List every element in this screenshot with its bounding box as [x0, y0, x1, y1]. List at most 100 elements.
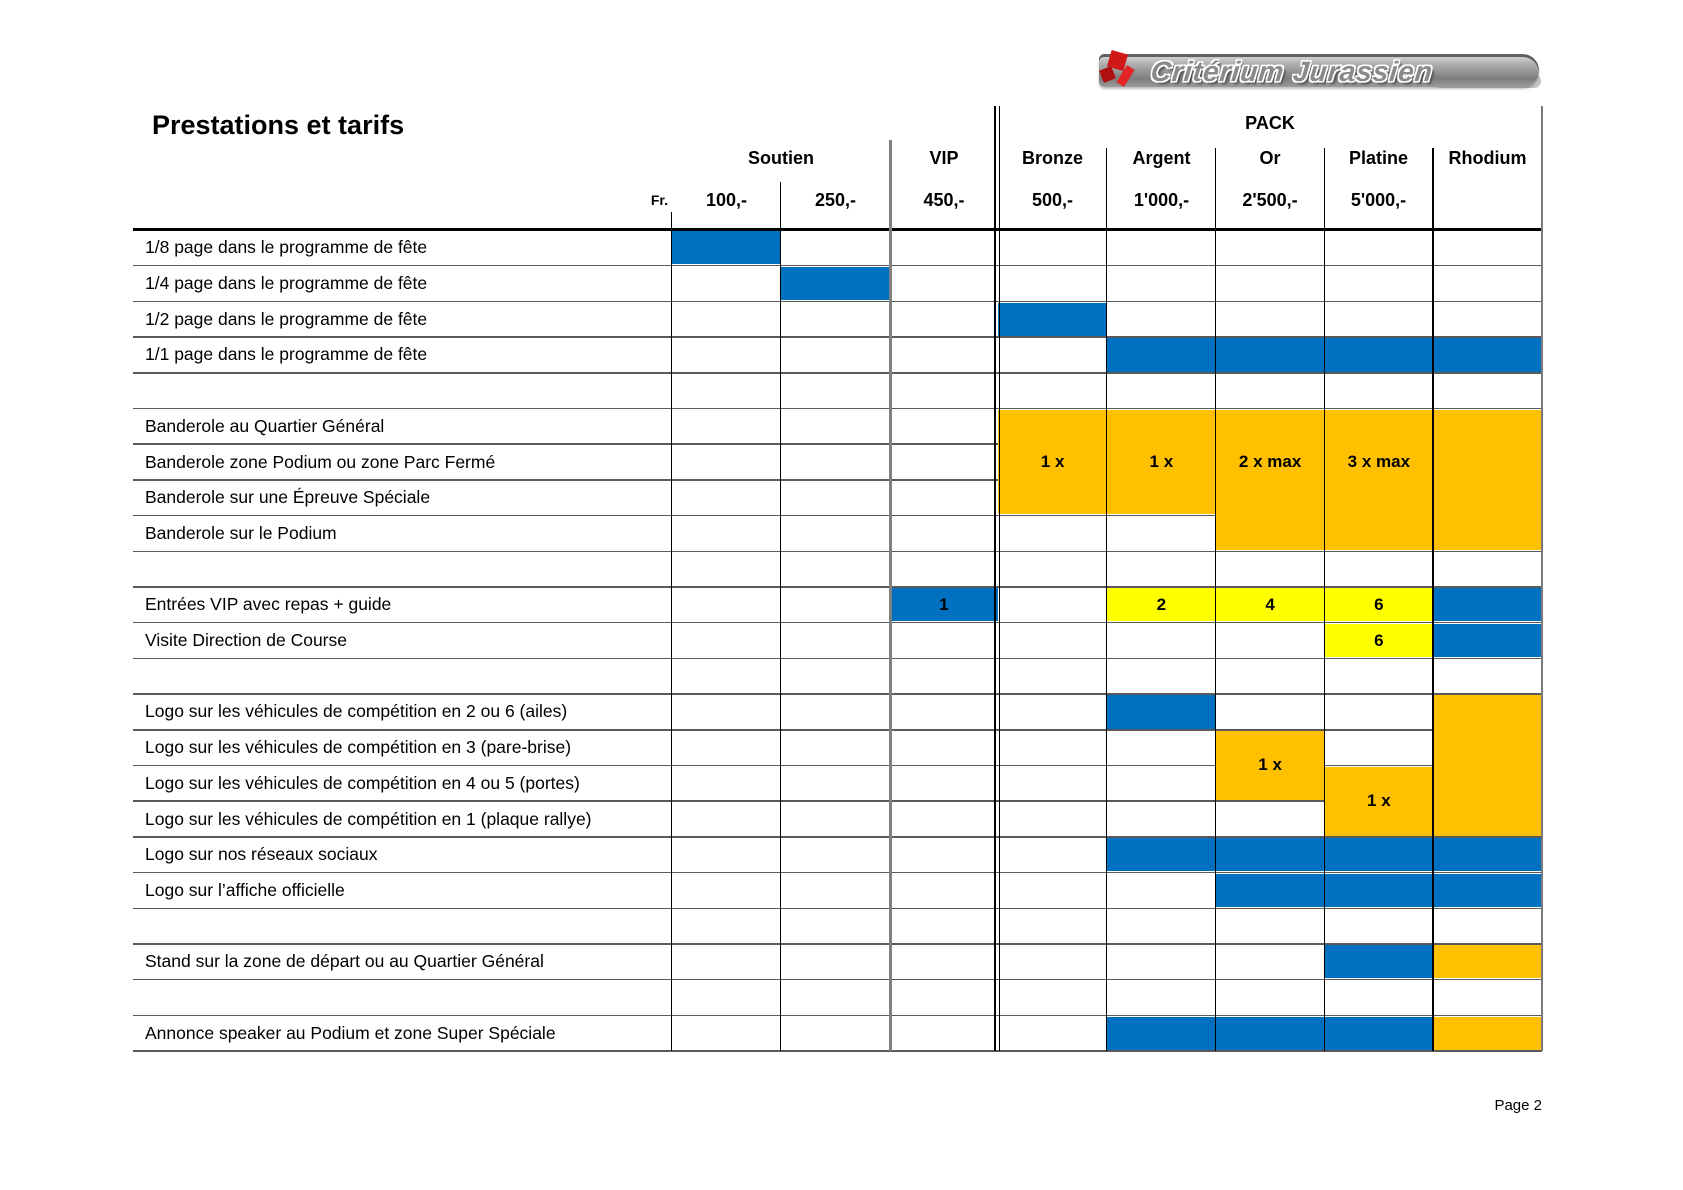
header-rule: [133, 228, 1542, 231]
column-header-bronze: Bronze: [1021, 147, 1083, 168]
pack-cell: [1215, 731, 1325, 800]
pack-cell: [1215, 338, 1325, 372]
pack-cell-value: 1: [939, 594, 949, 614]
pack-cell: [1215, 588, 1325, 622]
pack-cell-value: 6: [1374, 594, 1384, 614]
pack-cell-value: 6: [1374, 630, 1384, 650]
pack-cell: [1324, 1016, 1434, 1050]
pack-cell: [1324, 588, 1434, 622]
grid-hline: [133, 800, 1542, 802]
pack-cell: [1324, 766, 1434, 836]
price-argent-1000: 1'000,-: [1133, 189, 1190, 210]
row-label: Logo sur les véhicules de compétition en…: [145, 737, 572, 758]
grid-hline: [133, 1014, 1542, 1017]
grid-vline: [671, 212, 673, 1052]
price-vip-450: 450,-: [923, 189, 965, 210]
row-label: 1/8 page dans le programme de fête: [145, 237, 428, 258]
column-header-argent: Argent: [1132, 147, 1191, 168]
column-header-rhodium: Rhodium: [1448, 147, 1527, 168]
grid-hline: [133, 264, 1542, 267]
column-header-vip: VIP: [929, 147, 959, 168]
grid-hline: [133, 550, 1542, 553]
pack-cell: [1324, 838, 1434, 872]
row-label: Logo sur nos réseaux sociaux: [145, 844, 378, 865]
grid-hline: [133, 764, 1542, 767]
pack-cell: [998, 302, 1107, 336]
pack-cell: [1107, 409, 1216, 515]
grid-hline: [133, 479, 1542, 481]
grid-hline: [133, 907, 1542, 910]
pack-cell: [1433, 588, 1542, 622]
row-label: Annonce speaker au Podium et zone Super …: [145, 1022, 556, 1043]
pack-cell: [1324, 623, 1434, 658]
currency-label: Fr.: [650, 192, 668, 208]
price-soutien-100: 100,-: [705, 189, 748, 210]
row-label: Banderole sur une Épreuve Spéciale: [145, 487, 431, 508]
pack-cell: [998, 409, 1107, 515]
pack-cell: [1433, 623, 1542, 658]
pack-cell: [1215, 873, 1325, 908]
grid-vline: [1106, 148, 1108, 1052]
pack-cell: [1433, 838, 1542, 872]
pack-cell: [1433, 695, 1542, 836]
pack-cell: [1433, 1016, 1542, 1050]
column-header-soutien: Soutien: [748, 147, 814, 168]
price-platine-5000: 5'000,-: [1350, 189, 1407, 210]
pack-cell: [1215, 409, 1325, 551]
pack-cell-value: 2 x max: [1238, 452, 1302, 472]
row-label: 1/1 page dans le programme de fête: [145, 344, 428, 365]
grid-hline: [133, 586, 1542, 588]
row-label: Banderole sur le Podium: [145, 522, 337, 543]
grid-vline: [1432, 148, 1434, 1052]
grid-vline: [1541, 106, 1544, 1052]
grid-vline: [779, 182, 782, 1052]
pack-cell: [1433, 945, 1542, 979]
column-header-or: Or: [1259, 147, 1281, 168]
row-label: Entrées VIP avec repas + guide: [145, 594, 392, 615]
grid-hline: [133, 621, 1542, 624]
grid-hline: [133, 1050, 1542, 1052]
pack-cell: [1433, 873, 1542, 908]
logo-banner: [1099, 54, 1539, 87]
grid-hline: [133, 336, 1542, 338]
row-label: Banderole au Quartier Général: [145, 415, 385, 436]
grid-vline: [1323, 148, 1325, 1052]
row-label: 1/2 page dans le programme de fête: [145, 308, 428, 329]
row-label: Banderole zone Podium ou zone Parc Fermé: [145, 451, 496, 472]
grid-hline: [133, 978, 1542, 981]
column-header-platine: Platine: [1348, 147, 1409, 168]
grid-hline: [133, 372, 1542, 374]
criterium-jurassien-logo: Critérium Jurassien: [1093, 48, 1545, 94]
price-bronze-500: 500,-: [1031, 189, 1074, 210]
grid-vline: [998, 106, 1001, 1052]
logo-text: Critérium Jurassien: [1149, 56, 1435, 87]
row-label: Logo sur l’affiche officielle: [145, 879, 345, 900]
grid-hline: [133, 729, 1542, 731]
pack-group-header: PACK: [1245, 112, 1295, 133]
pack-cell: [1107, 1016, 1216, 1050]
pack-cell-value: 3 x max: [1347, 452, 1411, 472]
grid-hline: [133, 407, 1542, 410]
pack-cell-value: 1 x: [1258, 755, 1282, 775]
logo-red-splash-icon: [1095, 48, 1147, 94]
pack-cell-value: 2: [1156, 594, 1167, 614]
pack-cell: [1324, 873, 1434, 908]
pack-cell: [1215, 1016, 1325, 1050]
grid-hline: [133, 443, 1542, 445]
grid-hline: [133, 836, 1542, 838]
row-label: 1/4 page dans le programme de fête: [145, 273, 428, 294]
page-title: Prestations et tarifs: [152, 110, 405, 140]
price-or-2500: 2'500,-: [1242, 189, 1298, 210]
pack-cell-value: 1 x: [1040, 452, 1065, 472]
pack-cell: [1107, 588, 1216, 622]
page-number: Page 2: [1494, 1097, 1542, 1114]
pack-cell: [1107, 695, 1216, 729]
pack-cell: [1324, 338, 1434, 372]
row-label: Stand sur la zone de départ ou au Quarti…: [145, 951, 544, 972]
grid-vline: [888, 140, 892, 1052]
grid-vline: [1214, 148, 1217, 1052]
grid-hline: [133, 300, 1542, 303]
price-soutien-250: 250,-: [814, 189, 857, 210]
row-label: Visite Direction de Course: [145, 630, 347, 651]
